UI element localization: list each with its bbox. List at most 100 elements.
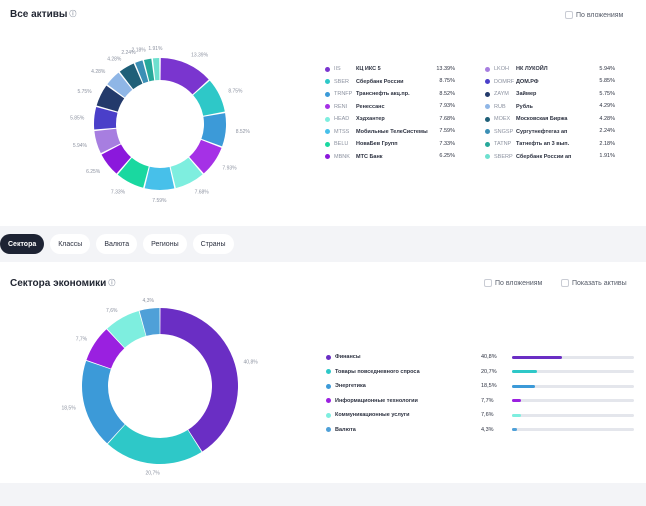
donut-slice-0[interactable] [160,58,209,95]
sector-row[interactable]: Информационные технологии 7,7% [326,396,636,406]
donut-label-3: 7.93% [222,165,237,171]
asset-color-dot [325,91,330,97]
checkbox-box[interactable] [484,279,492,287]
sector-percent: 18,5% [481,383,497,389]
sector-row[interactable]: Коммуникационные услуги 7,6% [326,410,636,420]
asset-percent: 6.25% [439,153,455,159]
asset-ticker: BELU [334,141,349,147]
asset-row[interactable]: TATNP Татнефть ап 3 вып. [485,139,569,149]
asset-ticker: SBER [334,78,349,85]
donut-slice-2[interactable] [81,360,125,444]
asset-percent: 7.93% [439,103,455,109]
tab-sectors[interactable]: Сектора [0,234,45,254]
asset-color-dot [325,154,330,159]
donut-slice-5[interactable] [144,166,175,190]
donut-slice-4[interactable] [170,157,203,189]
donut-slice-12[interactable] [119,63,143,90]
donut-slice-15[interactable] [152,58,160,81]
donut-label-2: 18,5% [61,405,76,411]
donut-slice-1[interactable] [107,424,202,464]
asset-ticker: HEAD [334,116,350,122]
sector-row[interactable]: Финансы 40,8% [326,352,636,362]
asset-row[interactable]: ZAYM Займер [485,89,536,99]
donut-slice-0[interactable] [160,308,238,452]
donut-slice-14[interactable] [143,58,155,82]
asset-row[interactable]: BELU НоваБев Групп [325,139,398,149]
asset-row[interactable]: TRNFP Транснефть акц.пр. [325,89,410,99]
asset-color-dot [325,129,330,134]
asset-name: Рубль [516,103,533,110]
asset-percent: 7.33% [439,140,455,147]
sector-percent: 7,7% [481,397,494,404]
asset-color-dot [325,116,330,122]
sectors-by-investment-checkbox[interactable]: По вложениям [484,279,542,287]
checkbox-box[interactable] [565,11,573,19]
sector-row[interactable]: Товары повседневного спроса 20,7% [326,367,636,377]
asset-name: НоваБев Групп [356,141,398,147]
asset-percent: 8.52% [439,90,455,97]
asset-ticker: SBERP [494,153,513,160]
sector-color-dot [326,398,331,403]
asset-row[interactable]: MTSS Мобильные ТелеСистемы [325,127,428,137]
all-assets-title: Все активы ⓘ [10,9,76,20]
sectors-title-text: Сектора экономики [10,278,107,289]
sector-bar-fill [512,355,562,359]
asset-row[interactable]: SBER Сбербанк России [325,77,403,87]
donut-slice-5[interactable] [139,308,160,336]
donut-slice-13[interactable] [135,60,149,84]
tab-currency[interactable]: Валюта [96,234,138,254]
help-icon[interactable]: ⓘ [108,280,116,287]
donut-label-3: 7,7% [76,337,88,343]
sector-bar-fill [512,399,522,402]
checkbox-box[interactable] [561,279,569,287]
sector-bar-fill [512,370,538,373]
sector-name: Валюта [335,426,356,433]
donut-label-5: 4,3% [143,298,155,304]
sector-bar-fill [512,428,518,431]
asset-percent: 7.68% [439,115,455,122]
asset-percent: 1.91% [599,153,615,159]
sector-bar-fill [512,413,522,417]
donut-slice-11[interactable] [107,72,133,98]
asset-row[interactable]: IIS КЦ ИКС 5 [325,64,381,74]
sector-bar-track [512,413,634,417]
donut-slice-3[interactable] [86,329,125,369]
asset-row[interactable]: SNGSP Сургутнефтегаз ап [485,127,567,137]
donut-slice-2[interactable] [201,113,226,147]
asset-row[interactable]: MOEX Московская Биржа [485,114,567,124]
asset-row[interactable]: RENI Ренессанс [325,102,385,112]
sector-row[interactable]: Энергетика 18,5% [326,381,636,391]
asset-row[interactable]: LKOH НК ЛУКОЙЛ [485,64,548,74]
asset-row[interactable]: RUB Рубль [485,102,533,112]
asset-row[interactable]: DOMRF ДОМ.РФ [485,77,539,87]
donut-slice-4[interactable] [107,310,146,348]
sector-row[interactable]: Валюта 4,3% [326,425,636,435]
donut-slice-10[interactable] [96,85,125,112]
donut-slice-1[interactable] [193,80,225,116]
show-assets-checkbox[interactable]: Показать активы [561,279,627,287]
donut-slice-3[interactable] [189,139,222,174]
sector-percent: 7,6% [481,412,494,418]
asset-row[interactable]: HEAD Хэдхантер [325,114,385,124]
help-icon[interactable]: ⓘ [69,11,77,18]
all-assets-title-text: Все активы [10,9,68,20]
asset-ticker: RUB [494,103,506,110]
tab-countries[interactable]: Страны [192,234,234,254]
sector-bar-track [512,399,634,402]
asset-ticker: MBNK [334,153,350,160]
asset-name: Сбербанк России ап [516,153,572,160]
by-investment-checkbox[interactable]: По вложениям [565,11,623,19]
asset-color-dot [485,154,490,159]
donut-slice-8[interactable] [94,128,121,154]
assets-donut-chart: 13.39% 8.75% 8.52% 7.93% 7.68% 7.59% 7.33% 6.25… [70,46,250,204]
asset-name: Сбербанк России [356,78,404,85]
donut-slice-6[interactable] [117,157,149,188]
asset-row[interactable]: SBERP Сбербанк России ап [485,152,571,162]
asset-ticker: MTSS [334,128,350,135]
asset-row[interactable]: MBNK МТС Банк [325,152,383,162]
donut-slice-9[interactable] [94,107,118,130]
donut-slice-7[interactable] [101,144,131,174]
donut-label-4: 7.68% [195,190,210,196]
tab-classes[interactable]: Классы [50,234,91,254]
tab-regions[interactable]: Регионы [143,234,187,254]
